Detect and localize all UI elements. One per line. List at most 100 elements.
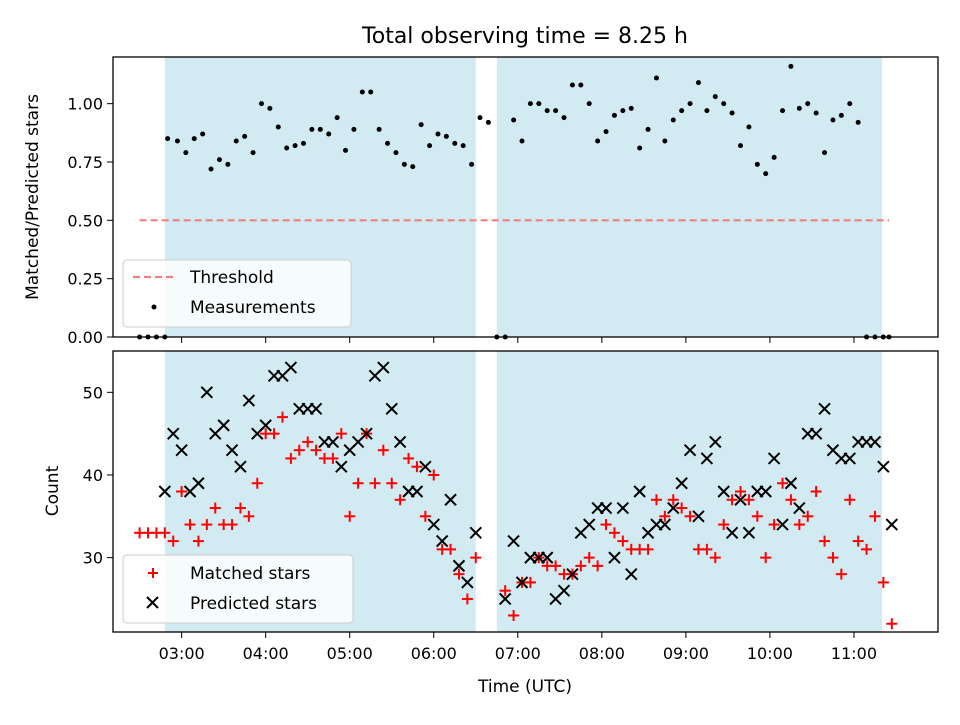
measurement-point — [746, 124, 752, 130]
measurement-point — [738, 143, 744, 149]
matched-star-point — [760, 552, 772, 564]
measurement-point — [838, 112, 844, 118]
predicted-star-point — [259, 419, 272, 432]
predicted-star-point — [717, 485, 730, 498]
measurement-point — [385, 140, 391, 146]
chart-title: Total observing time = 8.25 h — [361, 24, 688, 49]
measurement-point — [569, 82, 575, 88]
measurement-point — [485, 119, 491, 125]
predicted-star-point — [725, 526, 739, 540]
measurement-point — [527, 101, 533, 107]
measurement-point — [519, 138, 525, 144]
measurement-point — [586, 101, 592, 107]
matched-star-point — [684, 510, 696, 522]
bottom-y-tick-label: 50 — [83, 383, 103, 402]
matched-star-point — [726, 494, 738, 506]
top-y-axis-label: Matched/Predicted stars — [23, 94, 43, 300]
predicted-star-point — [625, 567, 638, 581]
predicted-star-point — [360, 427, 373, 440]
measurements-legend-handle — [151, 304, 157, 310]
predicted-star-point — [709, 435, 722, 449]
measurement-point — [267, 105, 273, 111]
predicted-star-point — [784, 477, 798, 490]
measurement-point — [670, 117, 676, 123]
measurement-point — [771, 154, 777, 160]
matched-star-point — [810, 486, 822, 497]
matched-star-point — [819, 535, 831, 547]
measurement-point — [258, 101, 264, 107]
matched-star-point — [583, 552, 595, 564]
measurement-point — [628, 105, 634, 111]
measurement-point — [165, 136, 171, 142]
measurement-point — [376, 126, 382, 132]
bottom-y-axis-label: Count — [43, 465, 63, 516]
x-tick-label: 07:00 — [495, 644, 541, 663]
predicted-star-point — [818, 402, 831, 416]
matched-star-point — [209, 502, 221, 514]
matched-star-point — [293, 444, 305, 456]
matched-star-point — [176, 486, 188, 497]
matched-star-point — [226, 519, 238, 531]
matched-star-point — [802, 510, 814, 522]
measurement-point — [511, 117, 517, 123]
matched-star-point — [234, 502, 246, 514]
measurement-point — [695, 80, 701, 86]
predicted-star-point — [158, 485, 172, 498]
x-tick-label: 04:00 — [243, 644, 289, 663]
matched-star-point — [524, 576, 536, 588]
measurement-point — [687, 101, 693, 107]
matched-star-point — [184, 519, 196, 531]
bottom-series — [134, 361, 898, 630]
bottom-axis-ticks: 30 40 50 03:00 04:00 05:00 06:00 07:00 08:00 09:0… — [83, 383, 877, 663]
matched-legend-handle — [148, 568, 158, 578]
predicted-star-point — [633, 485, 646, 498]
predicted-star-point — [175, 443, 188, 457]
x-tick-label: 06:00 — [411, 644, 457, 663]
measurement-point — [292, 143, 298, 149]
measurement-point — [351, 126, 357, 132]
measurement-point — [174, 138, 180, 144]
predicted-star-point — [469, 526, 482, 540]
measurement-point — [317, 126, 323, 132]
predicted-star-point — [616, 501, 630, 515]
predicted-star-point — [557, 584, 571, 597]
matched-star-point — [302, 436, 314, 448]
bottom-legend: Matched stars Predicted stars — [122, 554, 354, 624]
bottom-panel: 30 40 50 03:00 04:00 05:00 06:00 07:00 08:00 09:0… — [43, 350, 939, 697]
measurement-point — [275, 124, 281, 130]
matched-star-point — [411, 461, 423, 473]
matched-star-point — [461, 593, 473, 605]
matched-star-point — [852, 535, 864, 547]
matched-star-point — [192, 535, 204, 547]
matched-star-point — [827, 552, 839, 564]
x-axis-label: Time (UTC) — [477, 677, 572, 697]
predicted-star-point — [700, 452, 714, 465]
predicted-star-point — [444, 493, 457, 506]
predicted-star-point — [385, 402, 398, 416]
matched-star-point — [335, 428, 347, 440]
measurement-point — [477, 115, 483, 121]
measurement-point — [805, 101, 811, 107]
top-panel: Total observing time = 8.25 h 0.000.250.… — [23, 24, 939, 347]
observing-window-2 — [496, 351, 882, 632]
matched-star-point — [575, 560, 587, 572]
measurement-point — [721, 101, 727, 107]
predicted-star-point — [284, 361, 298, 374]
predicted-star-point — [419, 460, 432, 473]
measurement-point — [754, 161, 760, 167]
top-y-tick-label: 0.50 — [67, 211, 103, 230]
matched-star-point — [310, 444, 322, 456]
measurement-point — [788, 63, 794, 69]
matched-star-point — [352, 477, 364, 489]
measurement-point — [410, 164, 416, 170]
predicted-star-point — [217, 419, 230, 432]
matched-star-point — [701, 543, 713, 555]
measurement-point — [553, 108, 559, 114]
measurement-point — [729, 110, 735, 116]
top-y-tick-label: 0.25 — [67, 270, 103, 289]
measurement-point — [309, 126, 315, 132]
predicted-star-point — [667, 501, 680, 515]
matched-star-point — [159, 527, 171, 539]
matched-star-point — [285, 452, 297, 464]
predicted-star-point — [200, 386, 214, 399]
